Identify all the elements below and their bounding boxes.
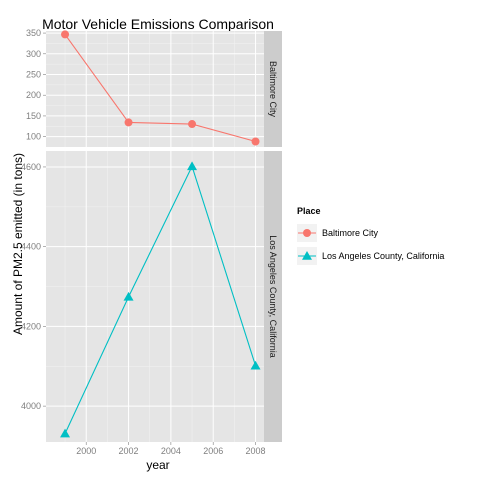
y-axis-title: Amount of PM2.5 emitted (in tons)	[11, 153, 25, 335]
y-tick-label: 350	[26, 28, 41, 38]
facet-panel: 100 150 200 250 300 350 Baltimore City	[26, 28, 282, 147]
data-point	[187, 161, 198, 171]
x-tick-label: 2002	[119, 446, 139, 456]
chart-title: Motor Vehicle Emissions Comparison	[42, 16, 274, 32]
legend-marker	[302, 251, 312, 260]
data-point	[251, 137, 260, 146]
x-tick-label: 2000	[76, 446, 96, 456]
data-point	[61, 30, 70, 39]
y-tick-label: 4400	[21, 242, 41, 252]
series-line	[64, 164, 257, 434]
y-tick-label: 4600	[21, 162, 41, 172]
data-point	[188, 120, 197, 129]
facet-panel: 4000 4200 4400 4600 Los Angeles County, Cali…	[21, 151, 282, 442]
data-point	[123, 291, 134, 301]
legend-label: Los Angeles County, California	[322, 251, 444, 261]
panel-background	[46, 151, 264, 442]
legend-entry: Baltimore City	[297, 224, 379, 242]
series-line	[64, 34, 256, 143]
y-tick-label: 4200	[21, 321, 41, 331]
y-tick-label: 300	[26, 49, 41, 59]
y-tick-label: 4000	[21, 401, 41, 411]
facet-strip-label: Baltimore City	[268, 61, 278, 118]
x-axis-title: year	[146, 458, 169, 472]
panel-background	[46, 31, 264, 147]
legend: Place Baltimore City Los Angeles County, …	[297, 206, 444, 265]
x-tick-label: 2006	[203, 446, 223, 456]
x-tick-label: 2008	[246, 446, 266, 456]
data-point	[250, 360, 261, 370]
y-tick-label: 150	[26, 111, 41, 121]
y-tick-label: 100	[26, 132, 41, 142]
y-tick-label: 250	[26, 70, 41, 80]
legend-entry: Los Angeles County, California	[297, 247, 444, 265]
legend-label: Baltimore City	[322, 228, 379, 238]
x-tick-label: 2004	[161, 446, 181, 456]
data-point	[124, 118, 133, 127]
facet-strip	[264, 31, 282, 147]
legend-marker	[303, 229, 311, 237]
data-point	[60, 428, 71, 438]
facet-panels: 100 150 200 250 300 350 Baltimore City 4000 4200…	[21, 28, 282, 456]
legend-title: Place	[297, 206, 321, 216]
facet-strip	[264, 151, 282, 442]
facet-strip-label: Los Angeles County, California	[268, 235, 278, 357]
y-tick-label: 200	[26, 90, 41, 100]
